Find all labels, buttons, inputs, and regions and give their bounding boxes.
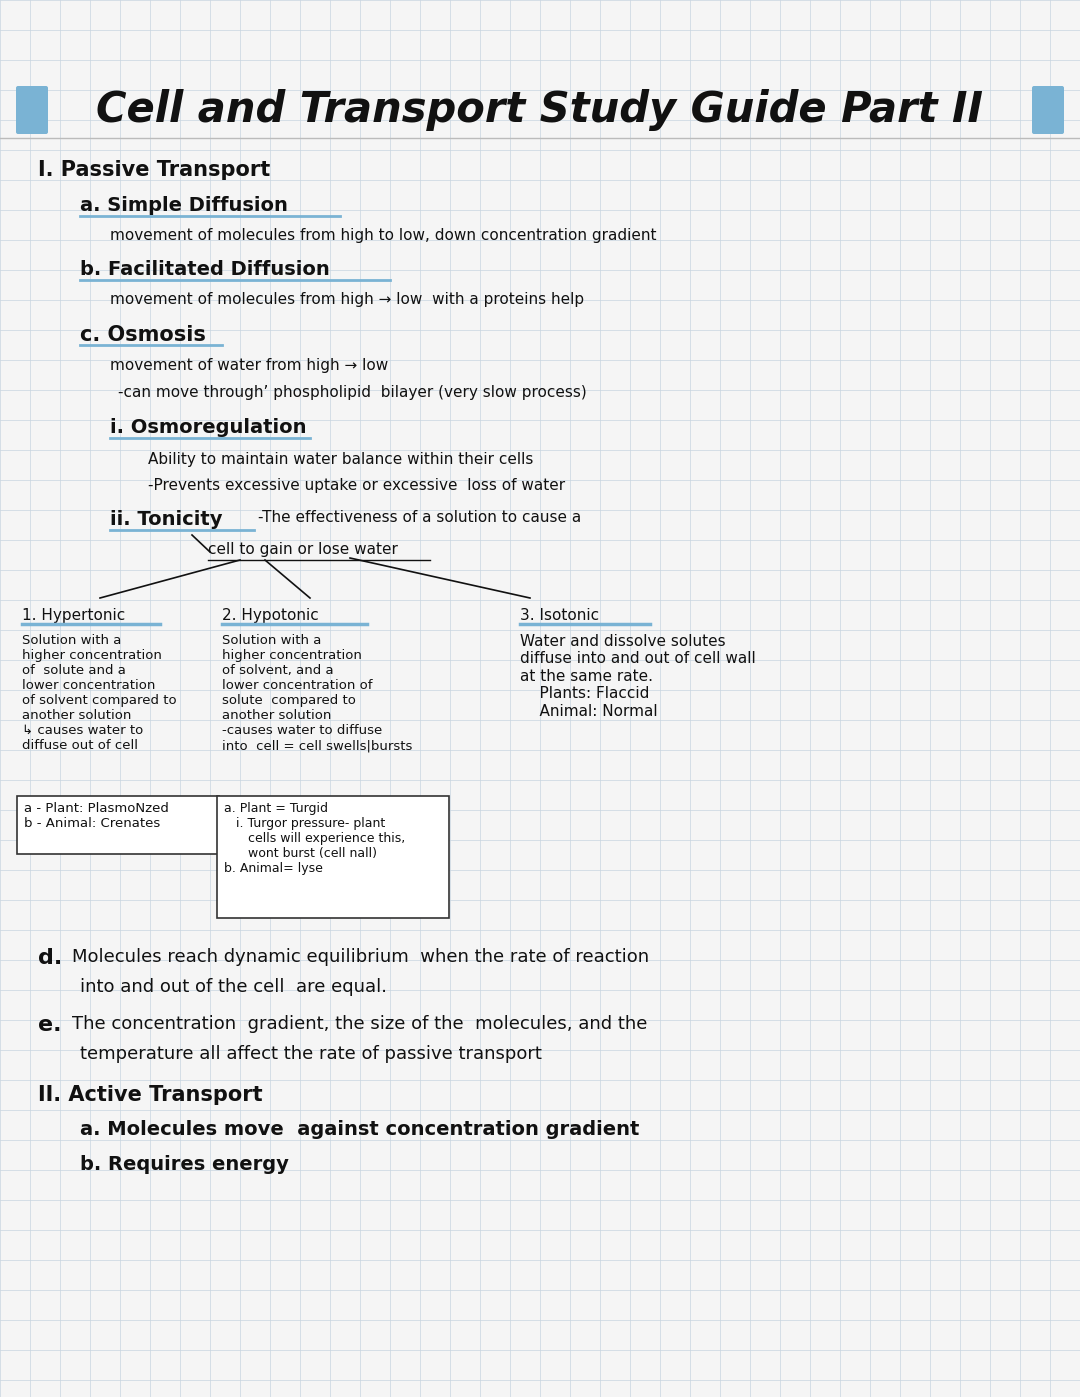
- Text: Ability to maintain water balance within their cells: Ability to maintain water balance within…: [148, 453, 534, 467]
- Text: 2. Hypotonic: 2. Hypotonic: [222, 608, 319, 623]
- Text: a - Plant: PlasmoNzed
b - Animal: Crenates: a - Plant: PlasmoNzed b - Animal: Crenat…: [24, 802, 168, 830]
- FancyBboxPatch shape: [17, 796, 219, 854]
- Text: temperature all affect the rate of passive transport: temperature all affect the rate of passi…: [80, 1045, 542, 1063]
- FancyBboxPatch shape: [1032, 87, 1064, 134]
- Text: 1. Hypertonic: 1. Hypertonic: [22, 608, 125, 623]
- Text: cell to gain or lose water: cell to gain or lose water: [208, 542, 397, 557]
- Text: i. Osmoregulation: i. Osmoregulation: [110, 418, 307, 437]
- Text: a. Plant = Turgid
   i. Turgor pressure- plant
      cells will experience this,: a. Plant = Turgid i. Turgor pressure- pl…: [224, 802, 405, 875]
- Text: -The effectiveness of a solution to cause a: -The effectiveness of a solution to caus…: [258, 510, 581, 525]
- FancyBboxPatch shape: [217, 796, 449, 918]
- Text: a. Molecules move  against concentration gradient: a. Molecules move against concentration …: [80, 1120, 639, 1139]
- Text: movement of molecules from high → low  with a proteins help: movement of molecules from high → low wi…: [110, 292, 584, 307]
- Text: ii. Tonicity: ii. Tonicity: [110, 510, 222, 529]
- Text: movement of water from high → low: movement of water from high → low: [110, 358, 388, 373]
- Text: e.: e.: [38, 1016, 62, 1035]
- Text: II. Active Transport: II. Active Transport: [38, 1085, 262, 1105]
- Text: d.: d.: [38, 949, 63, 968]
- Text: a. Simple Diffusion: a. Simple Diffusion: [80, 196, 288, 215]
- Text: c. Osmosis: c. Osmosis: [80, 326, 206, 345]
- Text: -can move throughʼ phospholipid  bilayer (very slow process): -can move throughʼ phospholipid bilayer …: [118, 386, 586, 400]
- Text: Solution with a
higher concentration
of  solute and a
lower concentration
of sol: Solution with a higher concentration of …: [22, 634, 177, 752]
- Text: Water and dissolve solutes
diffuse into and out of cell wall
at the same rate.
 : Water and dissolve solutes diffuse into …: [519, 634, 756, 718]
- Text: Solution with a
higher concentration
of solvent, and a
lower concentration of
so: Solution with a higher concentration of …: [222, 634, 413, 752]
- Text: into and out of the cell  are equal.: into and out of the cell are equal.: [80, 978, 387, 996]
- Text: -Prevents excessive uptake or excessive  loss of water: -Prevents excessive uptake or excessive …: [148, 478, 565, 493]
- Text: I. Passive Transport: I. Passive Transport: [38, 161, 270, 180]
- FancyBboxPatch shape: [16, 87, 48, 134]
- Text: b. Requires energy: b. Requires energy: [80, 1155, 288, 1173]
- Text: b. Facilitated Diffusion: b. Facilitated Diffusion: [80, 260, 329, 279]
- Text: Molecules reach dynamic equilibrium  when the rate of reaction: Molecules reach dynamic equilibrium when…: [72, 949, 649, 965]
- Text: movement of molecules from high to low, down concentration gradient: movement of molecules from high to low, …: [110, 228, 657, 243]
- Text: The concentration  gradient, the size of the  molecules, and the: The concentration gradient, the size of …: [72, 1016, 647, 1032]
- Text: 3. Isotonic: 3. Isotonic: [519, 608, 599, 623]
- Text: Cell and Transport Study Guide Part II: Cell and Transport Study Guide Part II: [96, 89, 984, 131]
